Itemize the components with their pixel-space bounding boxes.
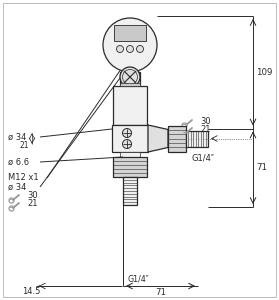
Bar xyxy=(113,86,147,125)
Text: 21: 21 xyxy=(200,125,210,134)
Bar xyxy=(120,152,140,157)
Text: 71: 71 xyxy=(256,163,267,172)
Text: 21: 21 xyxy=(20,140,30,149)
Bar xyxy=(168,125,186,152)
Text: 109: 109 xyxy=(256,68,272,77)
Text: 30: 30 xyxy=(27,191,38,200)
Bar xyxy=(186,130,208,146)
Text: 14.5: 14.5 xyxy=(22,287,40,296)
Text: M12 x1: M12 x1 xyxy=(8,173,39,182)
Bar xyxy=(123,177,137,205)
Text: ø 6.6: ø 6.6 xyxy=(8,158,29,166)
Text: G1/4″: G1/4″ xyxy=(192,154,215,163)
Circle shape xyxy=(126,46,133,52)
Circle shape xyxy=(103,18,157,72)
Text: ø 34: ø 34 xyxy=(8,182,27,191)
Bar xyxy=(113,157,147,177)
Circle shape xyxy=(117,46,124,52)
Bar xyxy=(120,72,140,86)
Text: 21: 21 xyxy=(27,200,37,208)
Bar xyxy=(120,83,140,86)
Polygon shape xyxy=(148,125,168,152)
Circle shape xyxy=(122,140,131,148)
Circle shape xyxy=(122,128,131,137)
Circle shape xyxy=(136,46,143,52)
Text: 71: 71 xyxy=(155,288,166,297)
Text: ø 34: ø 34 xyxy=(8,133,27,142)
Bar xyxy=(114,25,146,41)
Text: 30: 30 xyxy=(200,118,211,127)
Text: G1/4″: G1/4″ xyxy=(127,275,149,284)
Circle shape xyxy=(120,67,140,87)
Bar xyxy=(112,125,148,152)
